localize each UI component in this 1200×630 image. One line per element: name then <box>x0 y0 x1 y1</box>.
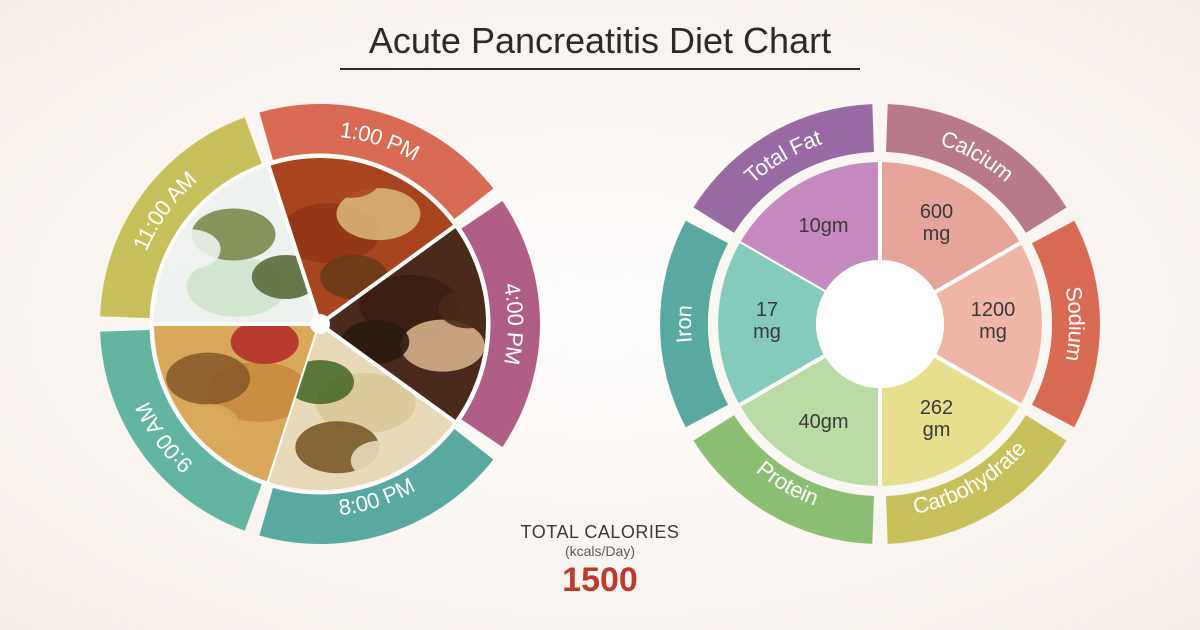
nutrient-wheel: Total Fat10gmCalcium600mgSodium1200mgCar… <box>650 94 1110 554</box>
nutrient-label: Sodium <box>1061 285 1089 363</box>
nutrient-hub <box>816 260 944 388</box>
nutrient-value: 600mg <box>920 201 953 245</box>
nutrient-value: 40gm <box>798 411 848 433</box>
nutrient-value: 17mg <box>753 299 781 343</box>
totals-caption: TOTAL CALORIES <box>521 522 680 543</box>
nutrient-value: 262gm <box>920 397 953 441</box>
totals-value: 1500 <box>521 561 680 600</box>
time-wheel-svg: 9:00 AM11:00 AM1:00 PM4:00 PM8:00 PM <box>90 94 550 554</box>
totals-subcaption: (kcals/Day) <box>521 543 680 559</box>
nutrient-label: Iron <box>671 304 697 344</box>
time-wheel: 9:00 AM11:00 AM1:00 PM4:00 PM8:00 PM <box>90 94 550 554</box>
wheels-row: 9:00 AM11:00 AM1:00 PM4:00 PM8:00 PM Tot… <box>0 94 1200 554</box>
nutrient-value: 10gm <box>798 215 848 237</box>
page-title: Acute Pancreatitis Diet Chart <box>0 0 1200 62</box>
totals-block: TOTAL CALORIES (kcals/Day) 1500 <box>521 522 680 600</box>
title-underline <box>340 68 860 70</box>
nutrient-wheel-svg: Total Fat10gmCalcium600mgSodium1200mgCar… <box>650 94 1110 554</box>
